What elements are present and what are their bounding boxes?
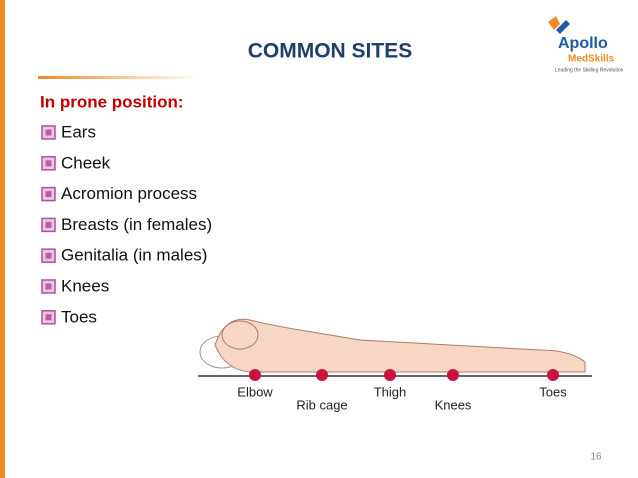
- pressure-point: [384, 369, 396, 381]
- slide-title: COMMON SITES: [248, 40, 413, 63]
- bullet-marker-inner: [45, 191, 52, 198]
- figure-label: Toes: [539, 384, 567, 399]
- prone-figure: [198, 318, 592, 377]
- head: [221, 320, 259, 350]
- bullet-marker-inner: [45, 129, 52, 136]
- bullet-text: Cheek: [61, 153, 111, 172]
- figure-label: Rib cage: [296, 397, 347, 412]
- bullet-list: Ears Cheek Acromion process Breasts (in fem…: [41, 122, 212, 326]
- bullet-marker-inner: [45, 221, 52, 228]
- bullet-marker-inner: [45, 252, 52, 259]
- bullet-text: Toes: [61, 307, 97, 326]
- logo-brand: Apollo: [558, 35, 608, 52]
- bullet-text: Ears: [61, 122, 96, 141]
- page-number: 16: [590, 452, 602, 463]
- body: [214, 318, 586, 373]
- bullet-marker-inner: [45, 160, 52, 167]
- logo-icon: [548, 16, 560, 30]
- figure-label: Elbow: [237, 384, 273, 399]
- figure-markers: Elbow Rib cage Thigh Knees Toes: [237, 369, 567, 412]
- pressure-point: [249, 369, 261, 381]
- logo-product: MedSkills: [568, 54, 615, 65]
- pressure-point: [447, 369, 459, 381]
- logo-tagline: Leading the Skilling Revolution: [555, 67, 624, 73]
- bullet-text: Genitalia (in males): [61, 246, 207, 265]
- title-underline: [38, 76, 198, 79]
- subtitle: In prone position:: [40, 92, 184, 111]
- pressure-point: [316, 369, 328, 381]
- bullet-text: Breasts (in females): [61, 215, 212, 234]
- bullet-marker-inner: [45, 283, 52, 290]
- figure-label: Thigh: [374, 384, 407, 399]
- bullet-marker-inner: [45, 314, 52, 321]
- logo-icon: [556, 20, 570, 34]
- figure-label: Knees: [435, 397, 472, 412]
- side-bar: [0, 0, 5, 478]
- pressure-point: [547, 369, 559, 381]
- logo: Apollo MedSkills Leading the Skilling Re…: [548, 16, 624, 73]
- bullet-text: Acromion process: [61, 184, 197, 203]
- bullet-text: Knees: [61, 276, 109, 295]
